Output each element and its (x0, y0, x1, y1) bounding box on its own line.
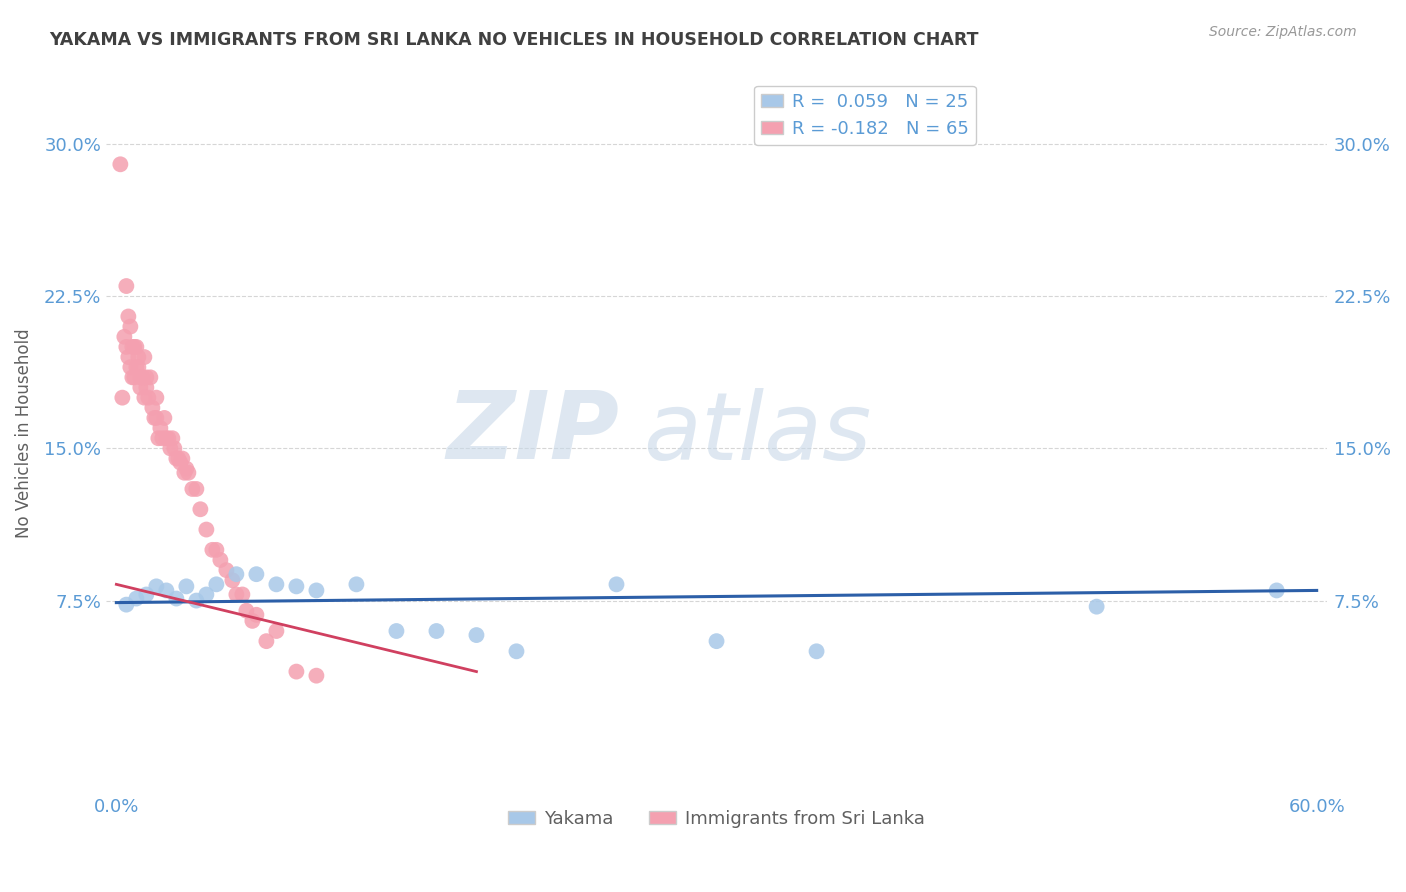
Point (266, 624, 288, 638)
Point (305, 668, 328, 682)
Point (181, 482, 204, 496)
Text: atlas: atlas (644, 388, 872, 479)
Point (425, 624, 447, 638)
Point (145, 391, 167, 405)
Point (706, 634, 728, 648)
Point (127, 360, 149, 375)
Point (129, 380, 152, 394)
Text: YAKAMA VS IMMIGRANTS FROM SRI LANKA NO VEHICLES IN HOUSEHOLD CORRELATION CHART: YAKAMA VS IMMIGRANTS FROM SRI LANKA NO V… (49, 31, 979, 49)
Point (145, 579, 167, 593)
Point (149, 421, 172, 435)
Point (245, 567, 267, 582)
Point (117, 310, 139, 324)
Point (344, 577, 367, 591)
Point (127, 350, 149, 364)
Point (201, 542, 224, 557)
Point (135, 380, 157, 394)
Point (221, 574, 243, 588)
Point (176, 461, 198, 475)
Point (169, 456, 191, 470)
Point (195, 523, 218, 537)
Point (186, 482, 208, 496)
Point (121, 340, 143, 354)
Point (120, 319, 142, 334)
Point (254, 634, 277, 648)
Point (195, 587, 218, 601)
Point (159, 442, 181, 456)
Point (305, 583, 328, 598)
Point (115, 279, 138, 293)
Point (125, 360, 148, 375)
Legend: Yakama, Immigrants from Sri Lanka: Yakama, Immigrants from Sri Lanka (501, 802, 932, 835)
Point (124, 340, 146, 354)
Point (157, 431, 180, 445)
Point (1265, 583, 1288, 598)
Point (117, 350, 139, 364)
Point (190, 502, 212, 516)
Point (285, 579, 308, 593)
Point (138, 391, 160, 405)
Point (162, 431, 184, 445)
Point (131, 370, 153, 384)
Point (120, 360, 142, 375)
Point (111, 391, 134, 405)
Point (285, 665, 308, 679)
Point (121, 370, 143, 384)
Point (153, 411, 176, 425)
Point (465, 628, 488, 642)
Text: Source: ZipAtlas.com: Source: ZipAtlas.com (1209, 25, 1357, 39)
Point (141, 401, 163, 415)
Point (165, 451, 187, 466)
Point (215, 563, 238, 577)
Point (125, 340, 148, 354)
Point (167, 451, 190, 466)
Point (172, 451, 194, 466)
Point (155, 431, 177, 445)
Point (135, 587, 157, 601)
Text: ZIP: ZIP (446, 387, 619, 479)
Point (235, 604, 257, 618)
Point (1085, 599, 1108, 614)
Point (505, 644, 527, 658)
Point (112, 330, 135, 344)
Point (155, 583, 177, 598)
Point (143, 411, 166, 425)
Point (115, 598, 138, 612)
Point (385, 624, 408, 638)
Point (148, 431, 170, 445)
Point (110, 157, 132, 171)
Point (124, 370, 146, 384)
Point (115, 340, 138, 354)
Point (245, 607, 267, 622)
Point (134, 350, 156, 364)
Point (134, 391, 156, 405)
Point (806, 644, 828, 658)
Point (163, 442, 186, 456)
Point (135, 370, 157, 384)
Point (125, 591, 148, 606)
Point (131, 370, 153, 384)
Point (165, 591, 187, 606)
Point (605, 577, 627, 591)
Point (186, 593, 208, 607)
Point (266, 577, 288, 591)
Point (205, 577, 228, 591)
Point (177, 466, 200, 480)
Point (242, 614, 264, 628)
Point (225, 587, 247, 601)
Point (145, 411, 167, 425)
Point (231, 587, 253, 601)
Point (176, 579, 198, 593)
Point (139, 370, 162, 384)
Y-axis label: No Vehicles in Household: No Vehicles in Household (15, 328, 32, 538)
Point (129, 370, 152, 384)
Point (173, 466, 195, 480)
Point (205, 542, 228, 557)
Point (225, 567, 247, 582)
Point (150, 431, 173, 445)
Point (209, 553, 232, 567)
